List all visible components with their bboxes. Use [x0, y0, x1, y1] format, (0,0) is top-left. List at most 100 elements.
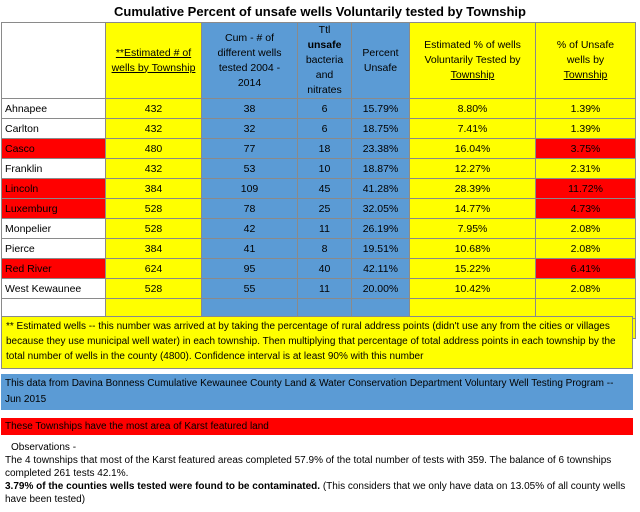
cell-cum-wells: 38 [201, 98, 298, 119]
header-row: **Estimated # of wells by Township Cum -… [1, 22, 636, 99]
cell-pct-unsafe-twp: 6.41% [535, 258, 636, 279]
cell-pct-unsafe: 20.00% [351, 278, 410, 299]
cell-unsafe: 11 [297, 218, 352, 239]
cell-est-pct-tested: 7.41% [409, 118, 536, 139]
cell-cum-wells: 41 [201, 238, 298, 259]
header-cum-wells: Cum - # of different wells tested 2004 -… [201, 22, 298, 99]
township-name: Red River [1, 258, 106, 279]
wells-table: **Estimated # of wells by Township Cum -… [1, 22, 636, 339]
header-est-pct-tested-l3: Township [450, 69, 495, 81]
cell-pct-unsafe-twp: 2.08% [535, 278, 636, 299]
header-pct-unsafe-twp-l2: wells by [566, 54, 605, 66]
header-pct-unsafe-twp: % of Unsafe wells by Township [535, 22, 636, 99]
cell-est-wells: 432 [105, 98, 202, 119]
cell-unsafe: 45 [297, 178, 352, 199]
sheet-title: Cumulative Percent of unsafe wells Volun… [114, 4, 526, 19]
township-name: Casco [1, 138, 106, 159]
observations-heading: Observations - [11, 442, 77, 453]
header-pct-unsafe-l1: Percent [362, 46, 399, 59]
cell-pct-unsafe-twp: 2.08% [535, 218, 636, 239]
cell-pct-unsafe: 19.51% [351, 238, 410, 259]
header-est-wells-label: **Estimated # of wells by Township [111, 46, 196, 74]
cell-est-pct-tested: 8.80% [409, 98, 536, 119]
table-row: Monpelier 528 42 11 26.19% 7.95% 2.08% [1, 218, 636, 239]
observations-line1: The 4 townships that most of the Karst f… [5, 455, 612, 479]
cell-pct-unsafe-twp: 11.72% [535, 178, 636, 199]
cell-cum-wells: 53 [201, 158, 298, 179]
karst-legend: These Townships have the most area of Ka… [1, 418, 633, 435]
cell-est-wells: 384 [105, 178, 202, 199]
cell-unsafe: 6 [297, 118, 352, 139]
cell-est-wells: 480 [105, 138, 202, 159]
cell-est-pct-tested: 10.68% [409, 238, 536, 259]
header-cum-wells-l2: different wells [217, 46, 282, 59]
header-unsafe-l2: bacteria [305, 54, 344, 66]
header-cum-wells-l4: 2014 [237, 76, 262, 89]
township-name: West Kewaunee [1, 278, 106, 299]
cell-est-wells: 624 [105, 258, 202, 279]
header-est-pct-tested-l2: Voluntarily Tested by [424, 54, 521, 66]
cell-est-wells: 432 [105, 158, 202, 179]
cell-pct-unsafe-twp: 1.39% [535, 118, 636, 139]
cell-est-pct-tested: 12.27% [409, 158, 536, 179]
cell-cum-wells: 55 [201, 278, 298, 299]
table-row: West Kewaunee 528 55 11 20.00% 10.42% 2.08% [1, 278, 636, 299]
blank-cell [297, 298, 352, 319]
cell-est-pct-tested: 28.39% [409, 178, 536, 199]
cell-cum-wells: 95 [201, 258, 298, 279]
blank-row [1, 298, 636, 319]
header-cum-wells-l3: tested 2004 - [218, 61, 281, 74]
cell-pct-unsafe-twp: 1.39% [535, 98, 636, 119]
cell-pct-unsafe-twp: 4.73% [535, 198, 636, 219]
cell-cum-wells: 109 [201, 178, 298, 199]
cell-est-pct-tested: 15.22% [409, 258, 536, 279]
cell-unsafe: 10 [297, 158, 352, 179]
header-unsafe-l3: and [315, 69, 334, 81]
cell-pct-unsafe: 42.11% [351, 258, 410, 279]
table-row: Ahnapee 432 38 6 15.79% 8.80% 1.39% [1, 98, 636, 119]
cell-unsafe: 40 [297, 258, 352, 279]
cell-est-pct-tested: 14.77% [409, 198, 536, 219]
cell-pct-unsafe: 15.79% [351, 98, 410, 119]
cell-cum-wells: 78 [201, 198, 298, 219]
header-cum-wells-l1: Cum - # of [224, 31, 274, 44]
table-row: Franklin 432 53 10 18.87% 12.27% 2.31% [1, 158, 636, 179]
cell-est-wells: 432 [105, 118, 202, 139]
header-unsafe: Ttl unsafe bacteria and nitrates [297, 22, 352, 99]
cell-est-wells: 528 [105, 218, 202, 239]
header-est-pct-tested: Estimated % of wells Voluntarily Tested … [409, 22, 536, 99]
cell-est-pct-tested: 16.04% [409, 138, 536, 159]
blank-cell [351, 298, 410, 319]
cell-cum-wells: 32 [201, 118, 298, 139]
township-name: Franklin [1, 158, 106, 179]
cell-est-wells: 528 [105, 278, 202, 299]
observations-line2-bold: 3.79% of the counties wells tested were … [5, 481, 321, 492]
cell-pct-unsafe: 32.05% [351, 198, 410, 219]
estimated-wells-note: ** Estimated wells -- this number was ar… [1, 316, 633, 369]
cell-unsafe: 8 [297, 238, 352, 259]
cell-est-wells: 528 [105, 198, 202, 219]
township-name: Luxemburg [1, 198, 106, 219]
cell-pct-unsafe: 26.19% [351, 218, 410, 239]
cell-cum-wells: 77 [201, 138, 298, 159]
header-unsafe-l1: Ttl [318, 24, 331, 36]
cell-est-pct-tested: 10.42% [409, 278, 536, 299]
header-unsafe-l4: nitrates [307, 84, 342, 96]
cell-pct-unsafe: 18.75% [351, 118, 410, 139]
header-unsafe-l1b: unsafe [307, 39, 342, 51]
cell-pct-unsafe: 41.28% [351, 178, 410, 199]
header-pct-unsafe-l2: Unsafe [363, 61, 398, 74]
township-name: Pierce [1, 238, 106, 259]
table-row: Carlton 432 32 6 18.75% 7.41% 1.39% [1, 118, 636, 139]
cell-pct-unsafe: 23.38% [351, 138, 410, 159]
cell-unsafe: 11 [297, 278, 352, 299]
cell-est-pct-tested: 7.95% [409, 218, 536, 239]
data-source-note: This data from Davina Bonness Cumulative… [1, 374, 633, 410]
cell-pct-unsafe: 18.87% [351, 158, 410, 179]
header-pct-unsafe-twp-l1: % of Unsafe [556, 39, 615, 51]
table-row: Red River 624 95 40 42.11% 15.22% 6.41% [1, 258, 636, 279]
cell-cum-wells: 42 [201, 218, 298, 239]
township-name: Ahnapee [1, 98, 106, 119]
township-name: Monpelier [1, 218, 106, 239]
